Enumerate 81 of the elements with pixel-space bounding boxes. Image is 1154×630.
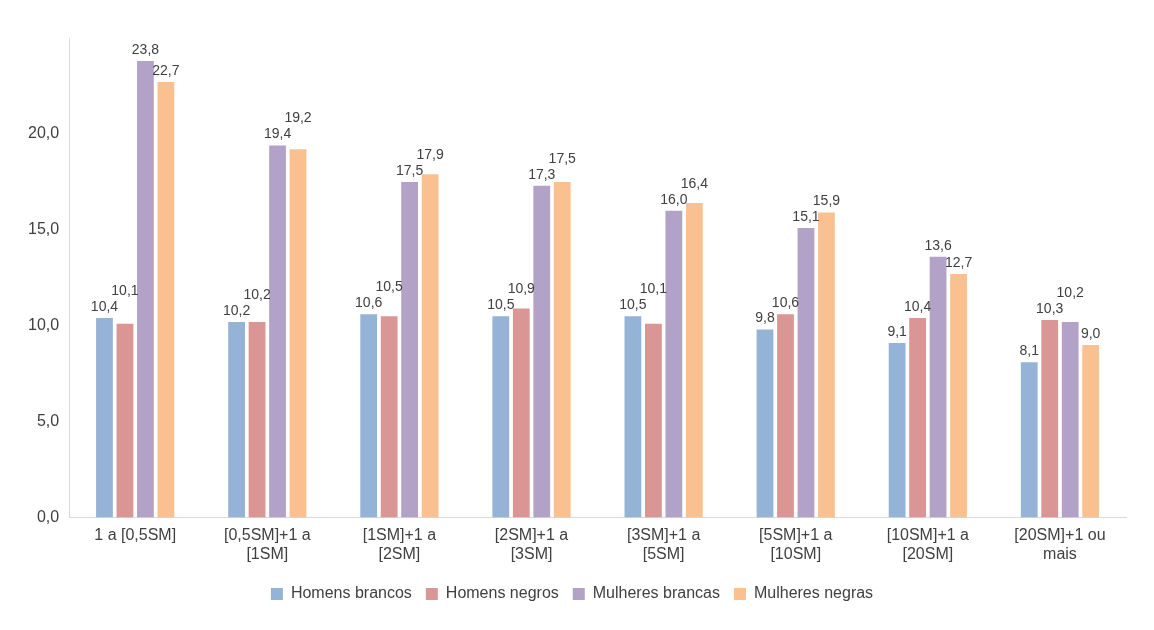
data-label: 10,5: [375, 278, 404, 295]
bar: [289, 149, 307, 518]
data-label: 22,7: [152, 61, 180, 78]
bar: [1041, 320, 1059, 518]
legend-label: Homens brancos: [290, 584, 412, 602]
bar: [685, 202, 703, 518]
x-tick-label: [10SM]+1 a [20SM]: [886, 525, 970, 562]
data-label: 10,9: [507, 280, 536, 297]
data-label: 23,8: [131, 40, 160, 57]
bar: [909, 318, 926, 518]
data-label: 10,5: [487, 296, 515, 313]
data-label: 17,5: [548, 149, 577, 166]
bar: [533, 185, 551, 518]
data-label: 15,1: [792, 207, 820, 224]
legend-label: Mulheres negras: [753, 584, 874, 602]
x-tick-label: [0,5SM]+1 a [1SM]: [223, 525, 311, 562]
y-tick-label: 15,0: [28, 220, 60, 238]
data-label: 10,3: [1036, 299, 1064, 316]
bar: [818, 212, 835, 518]
bar: [950, 273, 967, 518]
x-tick-label: [3SM]+1 a [5SM]: [626, 525, 701, 562]
bar: [116, 323, 134, 518]
x-tick-label: [20SM]+1 ou mais: [1014, 525, 1106, 562]
bar: [492, 316, 510, 518]
data-label: 17,9: [416, 146, 444, 163]
data-label: 15,9: [812, 192, 841, 209]
data-label: 10,5: [619, 296, 647, 313]
y-tick-label: 10,0: [28, 316, 60, 334]
data-label: 12,7: [944, 253, 973, 270]
data-label: 17,5: [396, 161, 424, 178]
x-tick-label: [2SM]+1 a [3SM]: [494, 525, 569, 562]
x-tick-label: 1 a [0,5SM]: [94, 525, 177, 543]
data-label: 17,3: [528, 165, 556, 182]
bar: [553, 181, 571, 518]
data-label: 8,1: [1019, 342, 1040, 359]
data-label: 9,8: [755, 309, 775, 326]
bar: [756, 329, 774, 518]
bar: [665, 210, 683, 518]
bar: [360, 314, 378, 518]
x-tick-label: [5SM]+1 a [10SM]: [759, 525, 833, 562]
bar: [401, 181, 419, 518]
legend-label: Homens negros: [445, 584, 559, 602]
bar: [1082, 344, 1100, 518]
bar: [228, 321, 245, 518]
legend-label: Mulheres brancas: [592, 584, 720, 602]
bar: [1061, 321, 1079, 518]
data-label: 10,1: [639, 279, 668, 296]
data-label: 19,4: [263, 125, 292, 142]
bar: [96, 318, 113, 518]
data-label: 10,2: [1056, 283, 1085, 300]
bar: [512, 308, 530, 518]
data-label: 13,6: [924, 236, 952, 253]
bar: [421, 174, 439, 518]
data-label: 10,2: [222, 301, 251, 318]
data-label: 16,0: [660, 190, 688, 207]
data-label: 10,1: [111, 281, 139, 298]
data-label: 10,6: [771, 294, 800, 311]
bar: [248, 321, 266, 518]
data-label: 10,4: [903, 297, 932, 314]
bar: [1020, 362, 1038, 518]
bar: [624, 316, 642, 518]
bar: [929, 256, 947, 518]
data-label: 16,4: [680, 174, 709, 191]
bar: [797, 227, 815, 518]
bar: [137, 61, 154, 518]
bar: [644, 323, 662, 518]
y-tick-label: 5,0: [36, 412, 60, 430]
y-tick-label: 0,0: [36, 508, 60, 526]
bar: [777, 314, 794, 518]
bar: [380, 316, 398, 518]
data-label: 10,2: [243, 285, 271, 302]
bar: [269, 145, 286, 518]
data-label: 9,1: [887, 322, 908, 339]
data-label: 9,0: [1080, 324, 1101, 341]
bar: [157, 82, 175, 518]
data-label: 10,6: [355, 294, 383, 311]
x-tick-label: [1SM]+1 a [2SM]: [362, 525, 437, 562]
y-tick-label: 20,0: [28, 124, 60, 142]
bar: [888, 343, 906, 518]
data-label: 10,4: [90, 297, 119, 314]
data-label: 19,2: [284, 109, 312, 126]
